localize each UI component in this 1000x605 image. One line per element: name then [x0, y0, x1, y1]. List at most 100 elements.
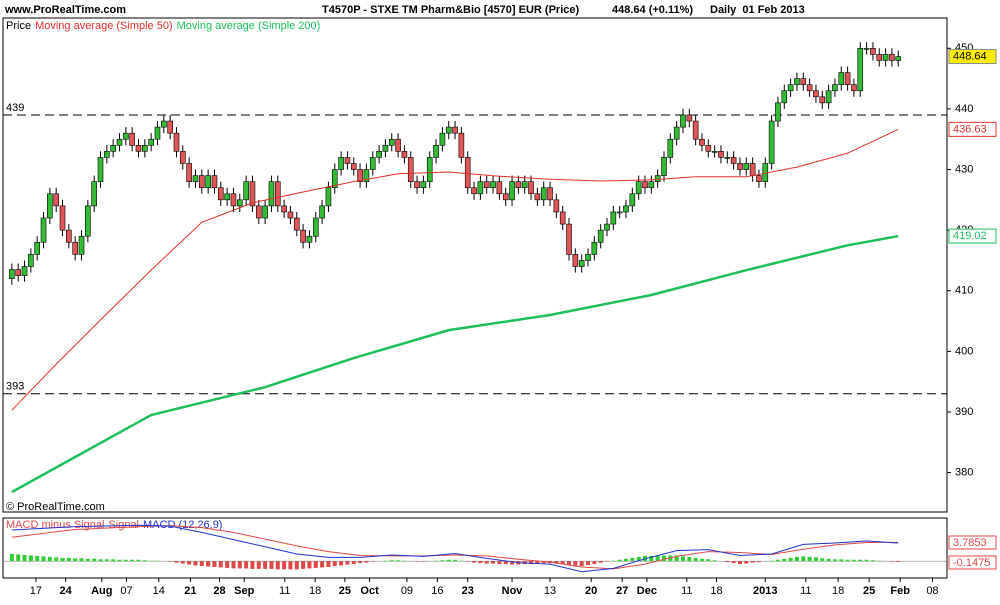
histogram-bar	[865, 560, 869, 561]
histogram-bar	[99, 559, 103, 561]
candle-body	[294, 218, 299, 230]
candle-body	[402, 151, 407, 157]
y-tick-label: 430	[955, 163, 973, 175]
histogram-bar	[326, 561, 330, 567]
candle-body	[174, 133, 179, 151]
candle-body	[307, 236, 312, 242]
histogram-bar	[789, 558, 793, 561]
candle-body	[592, 242, 597, 254]
candle-body	[832, 85, 837, 91]
histogram-bar	[396, 560, 400, 561]
reference-label: 393	[6, 381, 24, 393]
histogram-bar	[472, 561, 476, 562]
y-tick-label: 390	[955, 406, 973, 418]
x-tick-label: 08	[926, 585, 938, 597]
candle-body	[864, 48, 869, 49]
histogram-bar	[725, 561, 729, 562]
candle-body	[370, 157, 375, 169]
histogram-bar	[757, 561, 761, 562]
candle-body	[877, 54, 882, 60]
x-tick-label: Nov	[502, 585, 524, 597]
histogram-bar	[592, 561, 596, 564]
histogram-bar	[846, 560, 850, 561]
x-tick-label: 2013	[753, 585, 777, 597]
candle-body	[674, 127, 679, 139]
histogram-bar	[795, 557, 799, 561]
candle-body	[693, 121, 698, 139]
histogram-bar	[73, 558, 77, 561]
histogram-bar	[776, 560, 780, 561]
histogram-bar	[42, 556, 46, 561]
x-tick-label: 14	[153, 585, 165, 597]
x-tick-label: 18	[710, 585, 722, 597]
candle-body	[573, 254, 578, 266]
histogram-bar	[130, 560, 134, 561]
candle-body	[421, 182, 426, 188]
histogram-bar	[282, 561, 286, 569]
x-tick-label: 24	[60, 585, 73, 597]
histogram-bar	[339, 561, 343, 565]
histogram-bar	[352, 561, 356, 564]
histogram-bar	[333, 561, 337, 566]
candle-body	[586, 254, 591, 260]
candle-body	[516, 182, 521, 188]
candle-body	[35, 242, 40, 254]
histogram-bar	[193, 561, 197, 565]
x-tick-label: 17	[30, 585, 42, 597]
candle-body	[567, 224, 572, 254]
histogram-bar	[624, 559, 628, 561]
histogram-bar	[681, 556, 685, 561]
last-value-label: -0.1475	[953, 557, 990, 569]
candle-body	[782, 91, 787, 103]
candle-body	[161, 121, 166, 127]
candle-body	[617, 212, 622, 213]
legend-entry: Price	[6, 20, 31, 32]
candle-body	[522, 182, 527, 188]
histogram-bar	[244, 561, 248, 568]
candle-body	[775, 103, 780, 121]
histogram-bar	[295, 561, 299, 569]
candle-body	[845, 73, 850, 85]
candle-body	[427, 157, 432, 181]
candle-body	[554, 200, 559, 212]
candle-body	[73, 242, 78, 254]
histogram-bar	[858, 560, 862, 561]
x-tick-label: 25	[863, 585, 875, 597]
last-value-label: 436.63	[953, 123, 987, 135]
candle-body	[66, 230, 71, 242]
reference-label: 439	[6, 102, 24, 114]
histogram-bar	[700, 559, 704, 561]
candle-body	[598, 230, 603, 242]
histogram-bar	[238, 561, 242, 568]
candle-body	[54, 194, 59, 206]
candle-body	[769, 121, 774, 163]
histogram-bar	[143, 560, 147, 561]
histogram-bar	[200, 561, 204, 566]
candle-body	[737, 163, 742, 169]
candle-body	[826, 91, 831, 103]
candle-body	[579, 260, 584, 266]
candle-body	[345, 157, 350, 163]
candle-body	[605, 224, 610, 230]
candle-body	[396, 139, 401, 151]
histogram-bar	[92, 559, 96, 561]
histogram-bar	[307, 561, 311, 568]
candle-body	[155, 127, 160, 139]
histogram-bar	[497, 561, 501, 564]
y-tick-label: 400	[955, 345, 973, 357]
candle-body	[491, 182, 496, 188]
candle-body	[9, 270, 14, 279]
candle-body	[687, 115, 692, 121]
x-tick-label: 07	[120, 585, 132, 597]
histogram-bar	[111, 559, 115, 561]
histogram-bar	[136, 560, 140, 561]
x-tick-label: 25	[339, 585, 351, 597]
candle-body	[858, 48, 863, 90]
candle-body	[60, 206, 65, 230]
candle-body	[301, 230, 306, 242]
candle-body	[718, 151, 723, 157]
candle-body	[47, 194, 52, 218]
candle-body	[870, 48, 875, 54]
histogram-bar	[314, 561, 318, 568]
